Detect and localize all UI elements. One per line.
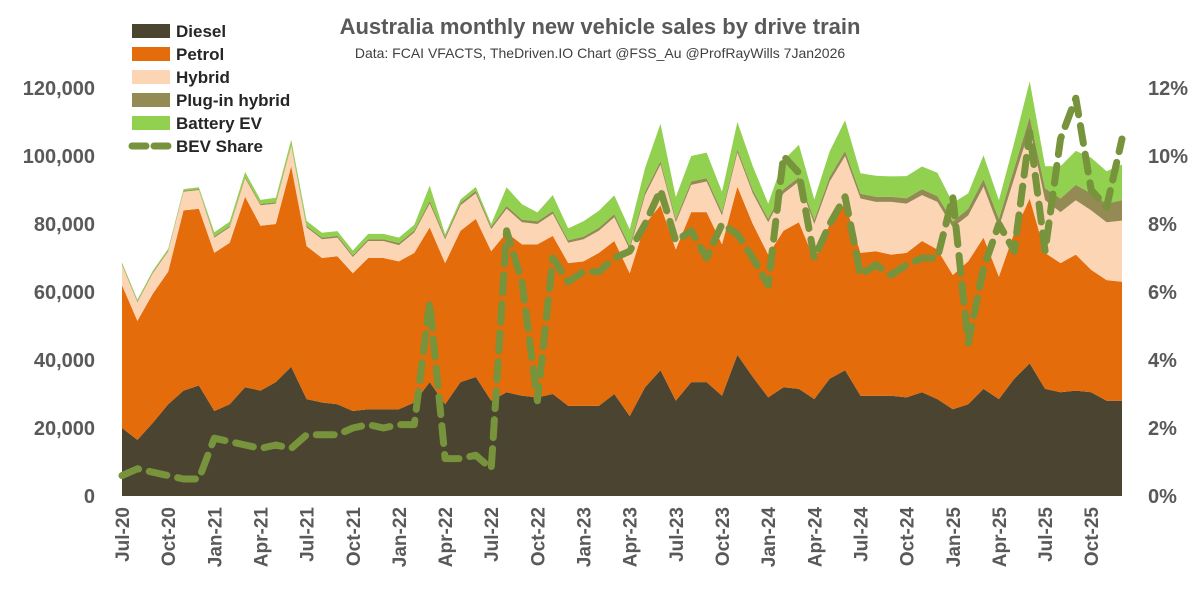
- x-tick-label: Oct-23: [713, 507, 734, 566]
- x-tick-label: Jan-22: [390, 507, 411, 567]
- y-tick-label: 0: [84, 486, 95, 508]
- x-tick-label: Jan-21: [205, 507, 226, 568]
- y-tick-label: 40,000: [34, 350, 95, 372]
- y-axis-left: 0 20,000 40,000 60,000 80,000 100,000 12…: [23, 78, 95, 508]
- x-tick-label: Jul-23: [667, 507, 688, 562]
- x-tick-label: Jul-20: [113, 507, 134, 562]
- legend-swatch-petrol: [132, 47, 170, 61]
- y-axis-right: 0% 2% 4% 6% 8% 10% 12%: [1148, 78, 1188, 508]
- x-tick-label: Jul-22: [482, 507, 503, 562]
- legend-label-hybrid: Hybrid: [176, 68, 230, 87]
- legend-swatch-battery-ev: [132, 116, 170, 130]
- legend-label-battery-ev: Battery EV: [176, 114, 263, 133]
- x-axis: Jul-20 Oct-20 Jan-21 Apr-21 Jul-21 Oct-21 Jan-…: [113, 507, 1103, 568]
- x-tick-label: Apr-22: [436, 507, 457, 567]
- x-tick-label: Jul-25: [1036, 507, 1057, 562]
- y2-tick-label: 10%: [1148, 146, 1188, 168]
- y2-tick-label: 6%: [1148, 282, 1177, 304]
- area-hybrid: [122, 128, 1122, 321]
- x-tick-label: Oct-21: [344, 507, 365, 567]
- x-tick-label: Oct-24: [898, 507, 919, 567]
- legend-swatch-diesel: [132, 24, 170, 38]
- y-tick-label: 120,000: [23, 78, 95, 100]
- y-tick-label: 100,000: [23, 146, 95, 168]
- area-diesel: [122, 354, 1122, 496]
- legend-label-petrol: Petrol: [176, 45, 224, 64]
- legend-swatch-plugin-hybrid: [132, 93, 170, 107]
- x-tick-label: Jan-23: [575, 507, 596, 567]
- y-tick-label: 20,000: [34, 418, 95, 440]
- x-tick-label: Oct-22: [528, 507, 549, 566]
- legend-label-diesel: Diesel: [176, 22, 226, 41]
- y2-tick-label: 4%: [1148, 350, 1177, 372]
- bev-share-line: [118, 94, 1126, 483]
- y-tick-label: 60,000: [34, 282, 95, 304]
- legend: Diesel Petrol Hybrid Plug-in hybrid Batt…: [128, 22, 290, 156]
- chart-title: Australia monthly new vehicle sales by d…: [340, 14, 861, 39]
- legend-label-bev-share: BEV Share: [176, 137, 263, 156]
- y2-tick-label: 12%: [1148, 78, 1188, 100]
- y2-tick-label: 0%: [1148, 486, 1177, 508]
- x-tick-label: Jul-21: [298, 507, 319, 562]
- area-petrol: [122, 166, 1122, 440]
- x-tick-label: Oct-20: [159, 507, 180, 566]
- stacked-areas: [122, 81, 1122, 496]
- legend-swatch-hybrid: [132, 70, 170, 84]
- chart-subtitle: Data: FCAI VFACTS, TheDriven.IO Chart @F…: [355, 45, 846, 61]
- y2-tick-label: 2%: [1148, 418, 1177, 440]
- x-tick-label: Oct-25: [1082, 507, 1103, 567]
- y-tick-label: 80,000: [34, 214, 95, 236]
- x-tick-label: Jan-25: [944, 507, 965, 568]
- x-tick-label: Apr-25: [990, 507, 1011, 568]
- x-tick-label: Jan-24: [759, 507, 780, 568]
- x-tick-label: Apr-23: [621, 507, 642, 567]
- x-tick-label: Apr-24: [805, 507, 826, 568]
- line-bev-share: [118, 94, 1126, 483]
- x-tick-label: Jul-24: [852, 507, 873, 562]
- legend-label-plugin-hybrid: Plug-in hybrid: [176, 91, 290, 110]
- y2-tick-label: 8%: [1148, 214, 1177, 236]
- x-tick-label: Apr-21: [252, 507, 273, 568]
